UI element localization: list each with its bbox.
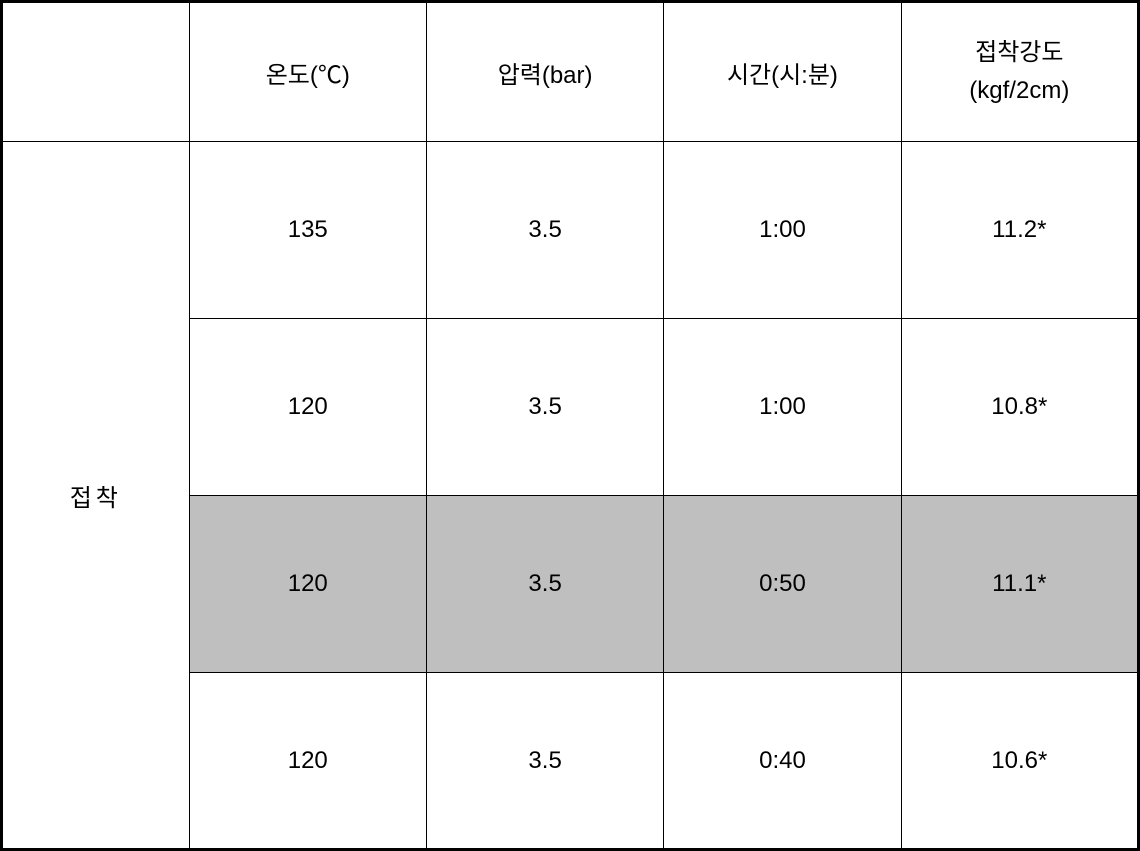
cell-pressure: 3.5 <box>426 673 663 850</box>
data-table: 온도(℃) 압력(bar) 시간(시:분) 접착강도 (kgf/2cm) 접착 … <box>0 0 1140 851</box>
cell-temperature: 120 <box>189 319 426 496</box>
cell-pressure: 3.5 <box>426 496 663 673</box>
cell-strength: 11.2* <box>901 142 1138 319</box>
cell-temperature: 135 <box>189 142 426 319</box>
header-strength-line2: (kgf/2cm) <box>969 77 1069 104</box>
cell-temperature: 120 <box>189 673 426 850</box>
table-header-row: 온도(℃) 압력(bar) 시간(시:분) 접착강도 (kgf/2cm) <box>2 2 1139 142</box>
cell-time: 1:00 <box>664 142 901 319</box>
row-label-cell: 접착 <box>2 142 190 850</box>
cell-pressure: 3.5 <box>426 142 663 319</box>
cell-strength: 10.6* <box>901 673 1138 850</box>
table-container: 온도(℃) 압력(bar) 시간(시:분) 접착강도 (kgf/2cm) 접착 … <box>0 0 1140 851</box>
header-time: 시간(시:분) <box>664 2 901 142</box>
cell-time: 0:50 <box>664 496 901 673</box>
cell-pressure: 3.5 <box>426 319 663 496</box>
cell-strength: 11.1* <box>901 496 1138 673</box>
cell-strength: 10.8* <box>901 319 1138 496</box>
header-pressure: 압력(bar) <box>426 2 663 142</box>
header-empty-cell <box>2 2 190 142</box>
cell-time: 0:40 <box>664 673 901 850</box>
cell-time: 1:00 <box>664 319 901 496</box>
header-strength-line1: 접착강도 <box>975 39 1063 66</box>
header-strength: 접착강도 (kgf/2cm) <box>901 2 1138 142</box>
header-temperature: 온도(℃) <box>189 2 426 142</box>
table-row: 접착 135 3.5 1:00 11.2* <box>2 142 1139 319</box>
cell-temperature: 120 <box>189 496 426 673</box>
